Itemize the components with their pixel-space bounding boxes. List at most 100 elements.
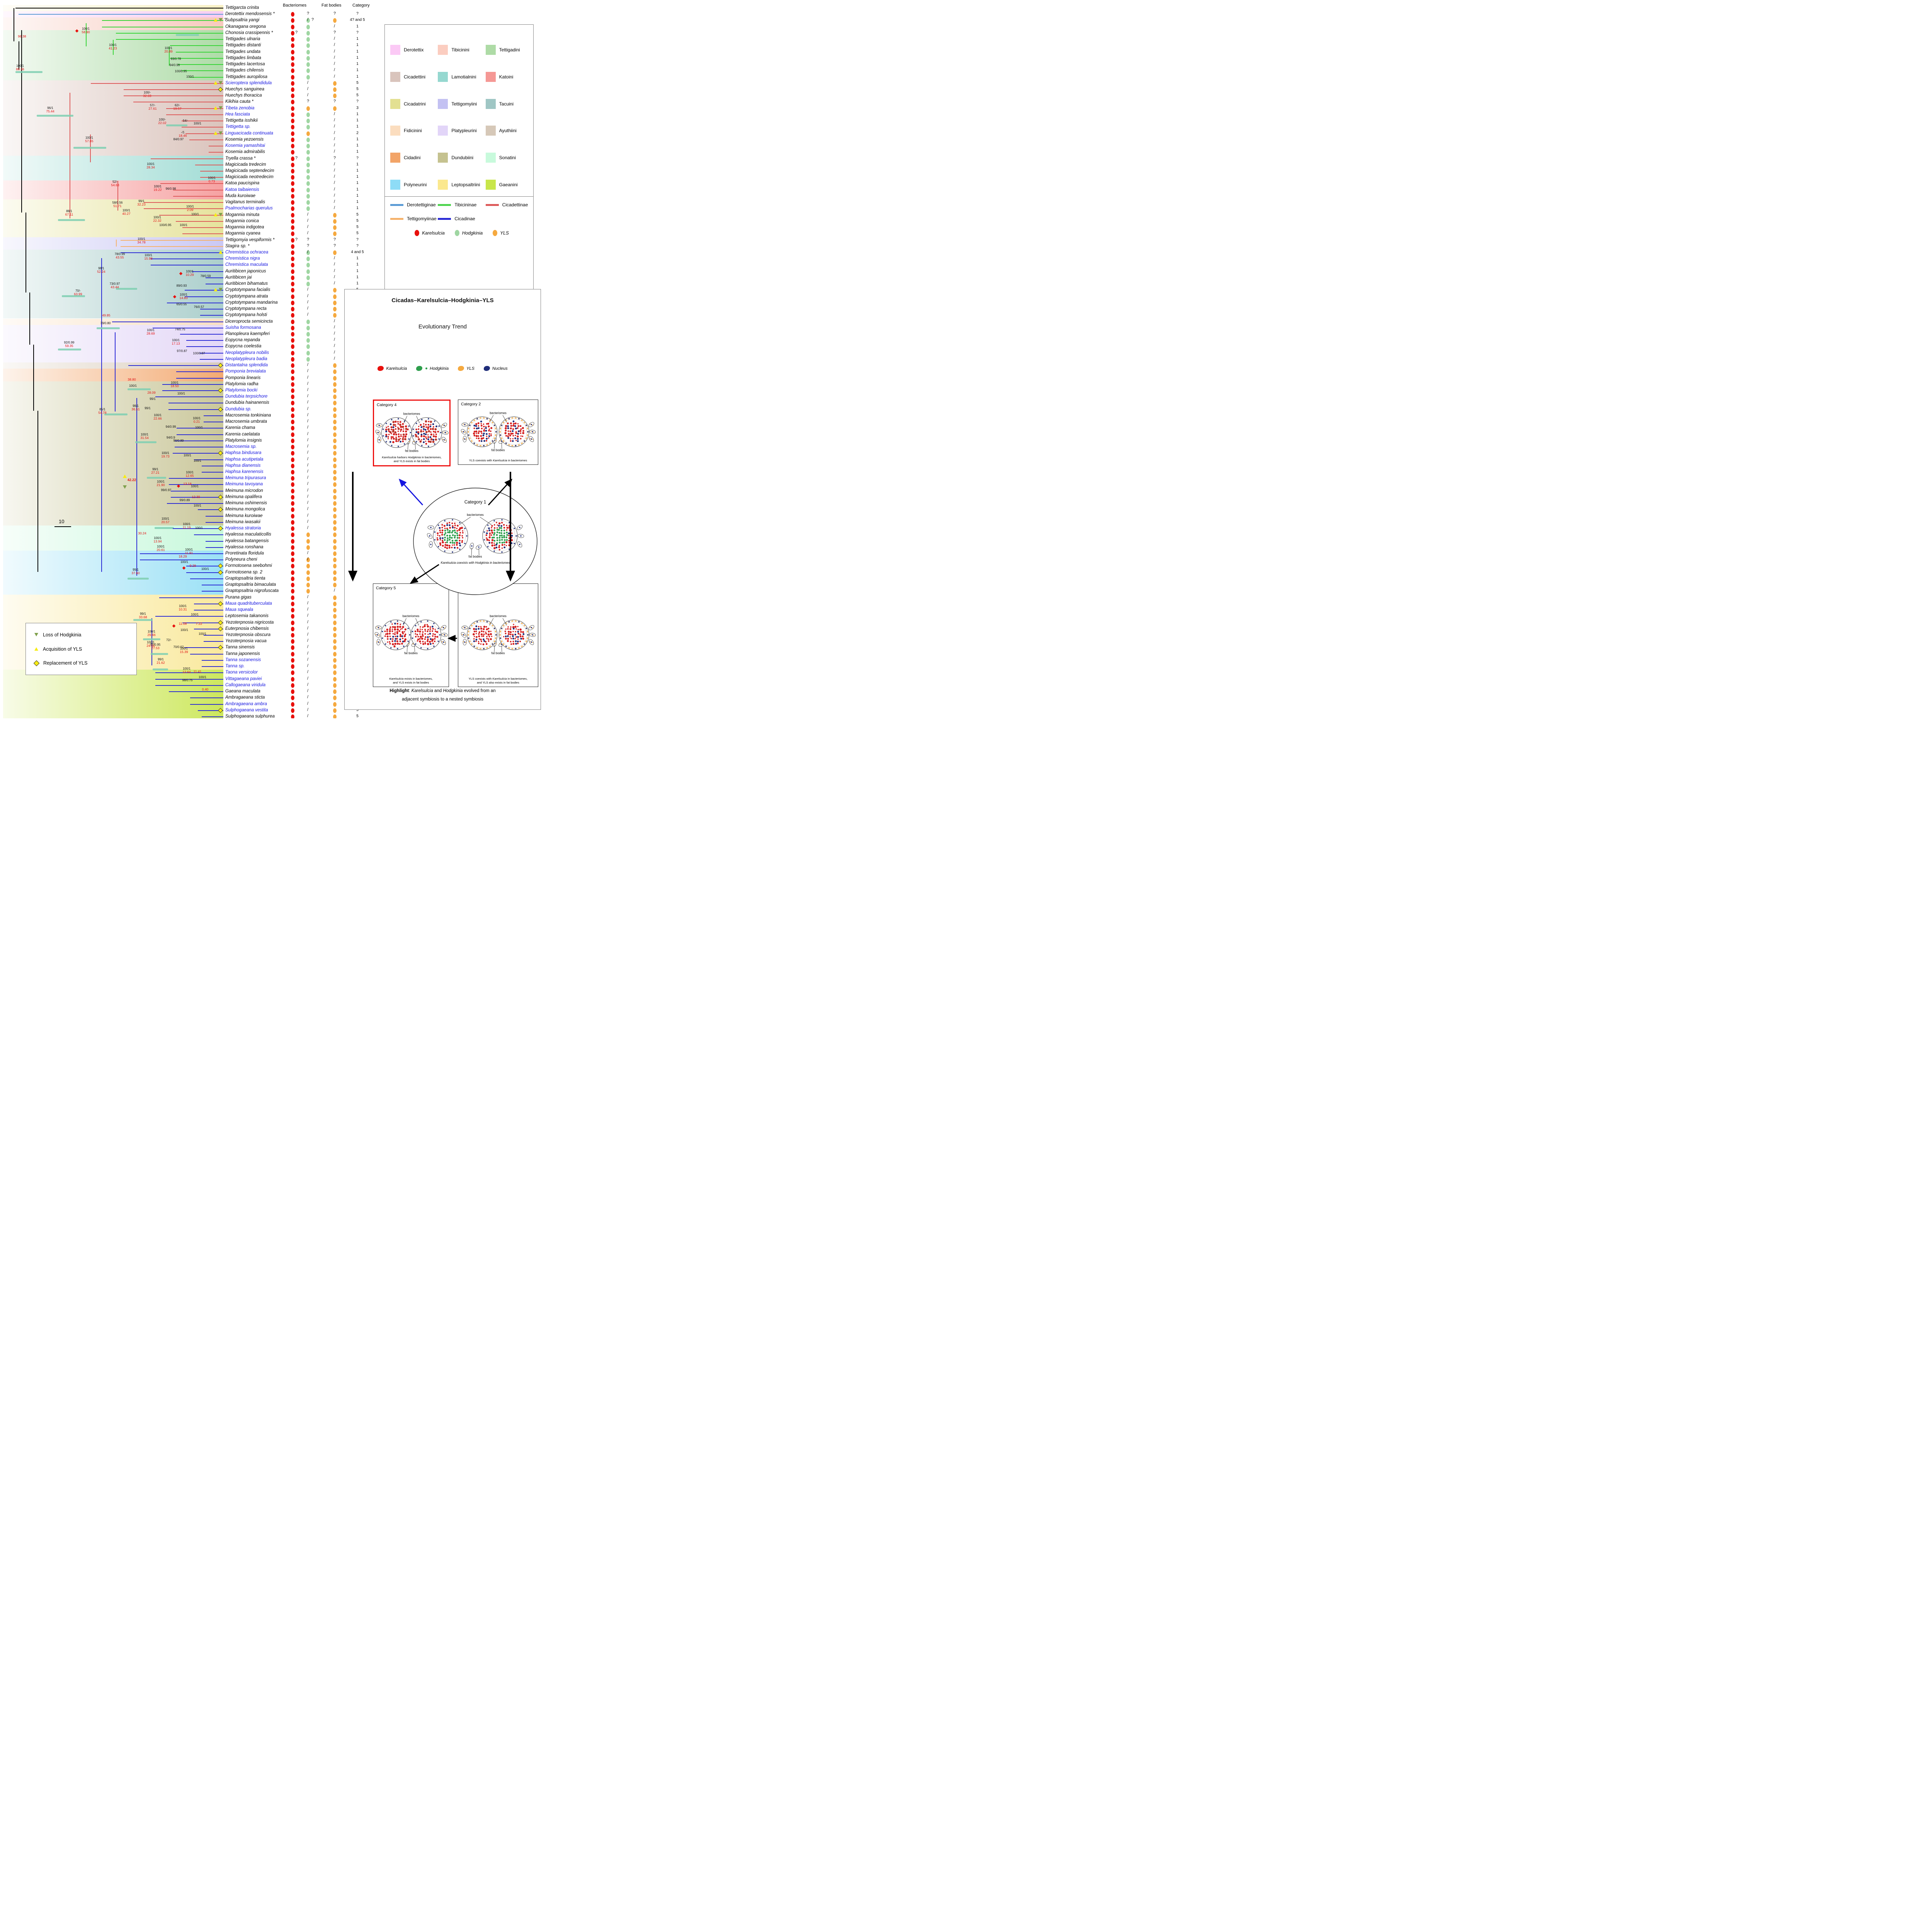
symbiont-dot: [291, 570, 294, 575]
symbiont-dot: [291, 137, 294, 142]
node-support-age: 99/1 27.21: [151, 468, 160, 474]
tribe-legend-label: Derotettix: [404, 47, 424, 53]
node-support-age: 99/1 32.23: [137, 199, 146, 206]
symbiont-dot: [291, 156, 294, 161]
node-support-age: 100/0.95: [159, 223, 172, 227]
symbiont-dot: [291, 388, 294, 393]
hpd-bar: [15, 71, 43, 73]
tribe-color-swatch: [390, 44, 400, 55]
symbiont-dot: [291, 507, 294, 512]
acquisition-yls-icon: [214, 18, 218, 22]
category-value: 1: [356, 269, 359, 273]
no-symbiont-slash: /: [307, 526, 309, 531]
branch-5: [116, 39, 223, 40]
tribe-color-swatch: [390, 180, 400, 190]
symbiont-dot: [333, 633, 337, 638]
symbiont-dot: [333, 576, 337, 581]
taxon-label: Mogannia minuta: [225, 212, 260, 217]
branch-32: [144, 208, 223, 209]
branch-87: [140, 553, 223, 554]
symbiont-dot: [333, 369, 337, 374]
symbiont-dot: [291, 206, 294, 211]
branch-30: [173, 196, 223, 197]
node-support-age: 100/1 40.27: [122, 209, 131, 216]
symbiont-dot: [306, 24, 310, 29]
branch-65: [204, 415, 223, 416]
tribe-legend-item: Tettigomyiini: [438, 99, 485, 109]
unknown-question: ?: [295, 155, 298, 160]
taxon-label: Auritibicen japonicus: [225, 269, 266, 274]
symbiont-dot: [291, 313, 294, 318]
no-symbiont-slash: /: [307, 707, 309, 712]
symbiont-dot: [306, 545, 310, 550]
symbiont-dot: [306, 206, 310, 211]
ovary-diagram: bacteriomes fat bodies: [461, 412, 536, 452]
taxon-label: Meimuna opalifera: [225, 494, 262, 499]
symbiont-dot: [291, 144, 294, 149]
branch-76: [169, 484, 223, 485]
no-symbiont-slash: /: [307, 594, 309, 599]
trend-box-label: Category 2: [461, 402, 481, 406]
node-support-age: 100/1 20.61: [156, 545, 165, 552]
symbiont-dot: [306, 31, 310, 36]
tribe-legend-item: Gaeanini: [485, 180, 533, 190]
branch-91: [190, 578, 223, 579]
tribe-legend-label: Cidadini: [404, 155, 421, 161]
branch-96: [194, 610, 223, 611]
tribe-legend-item: Polyneurini: [390, 180, 438, 190]
loss-hodgkinia-icon: [123, 485, 127, 489]
tribe-color-swatch: [485, 126, 496, 136]
no-symbiont-slash: /: [307, 362, 309, 367]
no-symbiont-slash: /: [307, 600, 309, 605]
unknown-question: ?: [333, 243, 336, 248]
unknown-question: ?: [311, 17, 314, 22]
no-symbiont-slash: /: [334, 130, 335, 135]
category-value: 1: [356, 175, 359, 179]
no-symbiont-slash: /: [307, 613, 309, 618]
no-symbiont-slash: /: [307, 481, 309, 486]
branch-24: [151, 158, 223, 159]
node-support-age: 100/1 19.22: [153, 185, 162, 192]
branch-61: [162, 390, 223, 391]
symbiont-dot: [291, 420, 294, 425]
branch-74: [202, 472, 223, 473]
category-value: 5: [356, 714, 359, 718]
trend-legend-label: Karelsulcia: [386, 366, 407, 371]
subfamily-legend-label: Tibicininae: [454, 202, 477, 207]
category-value: ?: [356, 243, 359, 248]
acquisition-yls-icon: [214, 288, 218, 292]
tree-connector: [101, 258, 102, 572]
symbiont-dot: [291, 307, 294, 312]
symbiont-dot: [291, 325, 294, 330]
symbiont-legend-item: YLS: [493, 230, 509, 236]
symbiont-dot: [291, 664, 294, 669]
subfamily-legend-row: Tettigomyiinae Cicadinae: [390, 216, 533, 221]
branch-46: [185, 296, 223, 297]
symbiont-dot: [333, 81, 337, 86]
tribe-legend-item: Katoini: [485, 71, 533, 82]
category-value: 5: [356, 87, 359, 91]
taxon-label: Eopycna repanda: [225, 338, 260, 343]
symbiont-dot: [333, 488, 337, 493]
loss-hodgkinia-icon: [219, 131, 223, 135]
node-support-age: 100/1: [198, 675, 207, 679]
taxon-label: Dundubia terpsichore: [225, 394, 268, 399]
no-symbiont-slash: /: [307, 444, 309, 449]
taxon-label: Meimuna oshimensis: [225, 501, 267, 506]
no-symbiont-slash: /: [307, 431, 309, 436]
symbiont-dot: [291, 131, 294, 136]
branch-77: [171, 490, 223, 492]
node-support-age: 100/1: [193, 504, 202, 507]
branch-23: [209, 152, 223, 153]
taxon-label: Ambragaeana sticta: [225, 695, 265, 700]
no-symbiont-slash: /: [307, 312, 309, 317]
taxon-label: Huechys thoracica: [225, 93, 262, 98]
symbiont-dot: [333, 420, 337, 425]
taxon-label: Cryptotympana mandarina: [225, 300, 278, 305]
node-support-age: 100/1: [183, 454, 192, 457]
taxon-label: Karenia chama: [225, 425, 255, 430]
taxon-label: Maua squeala: [225, 607, 253, 612]
node-support-age: 78/0.59: [200, 274, 211, 278]
branch-101: [204, 641, 223, 642]
tribe-band: [3, 17, 223, 30]
